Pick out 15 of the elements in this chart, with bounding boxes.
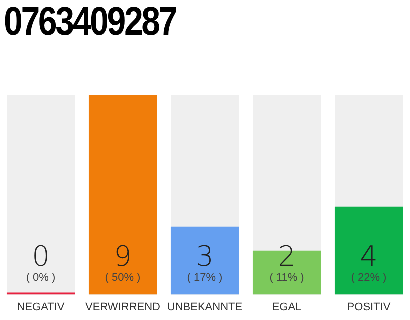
annotation: 3 — [196, 240, 214, 273]
data-label: ( 0% ) — [26, 272, 56, 284]
x-tick-label: UNBEKANNTE — [167, 301, 243, 314]
x-tick-label: POSITIV — [347, 301, 392, 314]
data-label: ( 50% ) — [105, 272, 141, 284]
annotation: 9 — [114, 240, 132, 273]
x-tick-label: VERWIRREND — [86, 301, 161, 314]
x-tick-label: EGAL — [272, 301, 302, 314]
annotation: 4 — [360, 240, 378, 273]
x-tick-label: NEGATIV — [17, 301, 66, 314]
data-label: ( 17% ) — [187, 272, 223, 284]
data-label: ( 11% ) — [270, 272, 304, 284]
chart-title: 0763409287 — [4, 0, 176, 45]
data-label: ( 22% ) — [351, 272, 387, 284]
annotation: 0 — [32, 240, 50, 273]
